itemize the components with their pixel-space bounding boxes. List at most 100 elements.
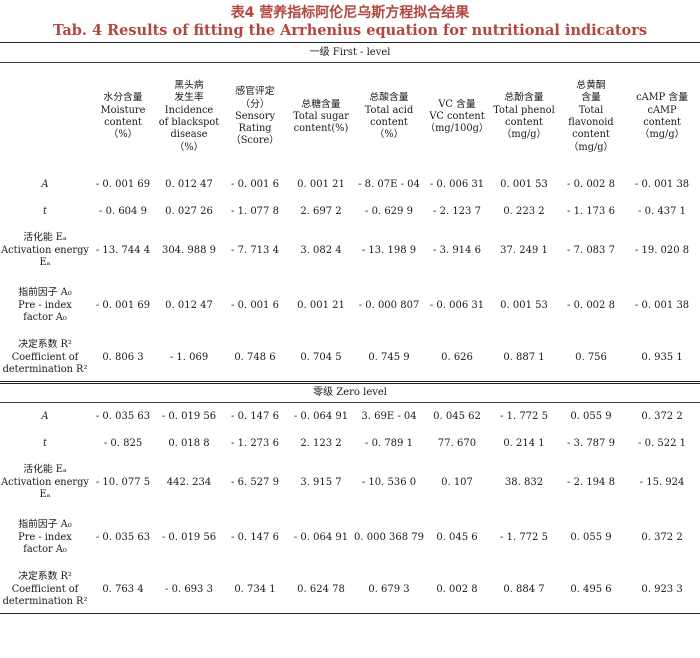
table-cell: 0. 372 2 <box>641 411 683 422</box>
row-determination-coefficient: 决定系数 R² Coefficient of determination R² 0… <box>0 335 700 383</box>
table-cell: - 15. 924 <box>639 477 685 488</box>
table-cell: - 1. 273 6 <box>231 438 279 449</box>
table-cell: - 0. 064 91 <box>293 532 349 543</box>
table-cell: 0. 884 7 <box>490 567 558 614</box>
table-cell: - 0. 019 56 <box>161 532 217 543</box>
table-cell: 0. 027 26 <box>165 206 213 217</box>
table-cell: 0. 055 9 <box>570 532 612 543</box>
table-cell: 3. 69E - 04 <box>361 411 417 422</box>
table-cell: 0. 704 5 <box>300 352 342 363</box>
table-cell: - 10. 077 5 <box>95 477 151 488</box>
table-cell: - 1. 772 5 <box>500 532 548 543</box>
table-cell: 0. 001 21 <box>297 300 345 311</box>
row-label: A <box>41 178 49 190</box>
table-cell: 0. 679 3 <box>354 567 424 614</box>
table-cell: - 0. 002 8 <box>567 179 615 190</box>
table-cell: - 8. 07E - 04 <box>358 179 420 190</box>
column-header-row: 水分含量 Moisture content （%） 黑头病 发生率 Incide… <box>0 62 700 171</box>
row-a: A - 0. 035 63 - 0. 019 56 - 0. 147 6 - 0. 06… <box>0 403 700 432</box>
column-header: VC 含量 VC content （mg/100g） <box>424 62 490 171</box>
table-cell: 0. 002 8 <box>424 567 490 614</box>
row-pre-index-factor: 指前因子 A₀ Pre - index factor A₀ - 0. 035 63… <box>0 509 700 567</box>
table-cell: - 10. 536 0 <box>361 477 417 488</box>
level-heading: 一级 First - level <box>0 42 700 63</box>
first-level-body: A - 0. 001 69 0. 012 47 - 0. 001 6 0. 001 21… <box>0 171 700 383</box>
column-header: 感官评定 （分） Sensory Rating （Score） <box>222 62 288 171</box>
column-header: 水分含量 Moisture content （%） <box>90 62 156 171</box>
table-cell: 0. 012 47 <box>165 179 213 190</box>
table-cell: 0. 372 2 <box>641 532 683 543</box>
table-cell: - 7. 713 4 <box>231 245 279 256</box>
level-row-first: 一级 First - level <box>0 42 700 63</box>
table-cell: 0. 001 53 <box>500 300 548 311</box>
level-heading: 零级 Zero level <box>0 381 700 403</box>
row-label: 活化能 Eₐ Activation energy Eₐ <box>1 232 89 269</box>
arrhenius-results-table: 一级 First - level 水分含量 Moisture content （… <box>0 42 700 614</box>
table-cell: - 0. 019 56 <box>161 411 217 422</box>
table-cell: 0. 745 9 <box>368 352 410 363</box>
row-a: A - 0. 001 69 0. 012 47 - 0. 001 6 0. 001 21… <box>0 171 700 199</box>
row-label: A <box>41 410 49 422</box>
table-cell: - 0. 437 1 <box>638 206 686 217</box>
table-cell: - 0. 001 69 <box>95 179 151 190</box>
table-cell: - 2. 123 7 <box>433 206 481 217</box>
column-header: 黑头病 发生率 Incidence of blackspot disease （… <box>156 62 222 171</box>
header-stub <box>0 62 90 171</box>
table-cell: 0. 214 1 <box>503 438 545 449</box>
table-cell: 0. 045 62 <box>433 411 481 422</box>
table-cell: 442. 234 <box>166 477 212 488</box>
table-cell: - 0. 825 <box>103 438 143 449</box>
row-label: 决定系数 R² Coefficient of determination R² <box>0 567 90 614</box>
column-header: 总酚含量 Total phenol content （mg/g） <box>490 62 558 171</box>
row-pre-index-factor: 指前因子 A₀ Pre - index factor A₀ - 0. 001 69… <box>0 277 700 335</box>
table-cell: 0. 756 <box>575 352 607 363</box>
table-title-english: Tab. 4 Results of fitting the Arrhenius … <box>52 22 648 39</box>
table-cell: 0. 763 4 <box>90 567 156 614</box>
table-cell: 304. 988 9 <box>161 245 217 256</box>
table-cell: - 0. 629 9 <box>365 206 413 217</box>
row-t: t - 0. 825 0. 018 8 - 1. 273 6 2. 123 2 - 0. … <box>0 431 700 457</box>
table-cell: 3. 915 7 <box>300 477 342 488</box>
table-cell: 0. 624 78 <box>288 567 354 614</box>
table-cell: 0. 045 6 <box>436 532 478 543</box>
row-label: t <box>43 205 47 217</box>
table-cell: 0. 935 1 <box>641 352 683 363</box>
row-activation-energy: 活化能 Eₐ Activation energy Eₐ - 10. 077 5 44… <box>0 457 700 509</box>
table-cell: 0. 000 368 79 <box>354 532 424 543</box>
table-cell: - 0. 064 91 <box>293 411 349 422</box>
table-cell: - 3. 914 6 <box>433 245 481 256</box>
table-cell: 77. 670 <box>437 438 477 449</box>
row-label: 活化能 Eₐ Activation energy Eₐ <box>1 464 89 501</box>
table-cell: - 0. 006 31 <box>429 179 485 190</box>
table-cell: - 1. 772 5 <box>500 411 548 422</box>
table-cell: - 13. 198 9 <box>361 245 417 256</box>
table-cell: - 0. 001 69 <box>95 300 151 311</box>
table-cell: 0. 748 6 <box>234 352 276 363</box>
table-cell: - 0. 035 63 <box>95 532 151 543</box>
table-cell: - 1. 077 8 <box>231 206 279 217</box>
table-cell: 0. 626 <box>441 352 473 363</box>
table-cell: - 7. 083 7 <box>567 245 615 256</box>
column-header: 总黄酮 含量 Total flavonoid content （mg/g） <box>558 62 624 171</box>
table-cell: 0. 887 1 <box>503 352 545 363</box>
table-cell: 2. 697 2 <box>300 206 342 217</box>
table-cell: - 0. 001 38 <box>634 179 690 190</box>
table-cell: - 0. 604 9 <box>99 206 147 217</box>
table-cell: - 0. 147 6 <box>231 411 279 422</box>
table-cell: 0. 001 53 <box>500 179 548 190</box>
table-cell: 0. 734 1 <box>222 567 288 614</box>
table-cell: - 0. 522 1 <box>638 438 686 449</box>
table-cell: - 0. 000 807 <box>358 300 420 311</box>
column-header: cAMP 含量 cAMP content （mg/g） <box>624 62 700 171</box>
table-cell: 0. 018 8 <box>168 438 210 449</box>
table-cell: - 0. 001 6 <box>231 179 279 190</box>
table-cell: - 0. 001 38 <box>634 300 690 311</box>
table-cell: 0. 012 47 <box>165 300 213 311</box>
column-header: 总糖含量 Total sugar content(%) <box>288 62 354 171</box>
table-cell: - 19. 020 8 <box>634 245 690 256</box>
table-cell: 38. 832 <box>504 477 544 488</box>
table-cell: - 0. 002 8 <box>567 300 615 311</box>
column-header: 总酸含量 Total acid content （%） <box>354 62 424 171</box>
table-cell: - 3. 787 9 <box>567 438 615 449</box>
